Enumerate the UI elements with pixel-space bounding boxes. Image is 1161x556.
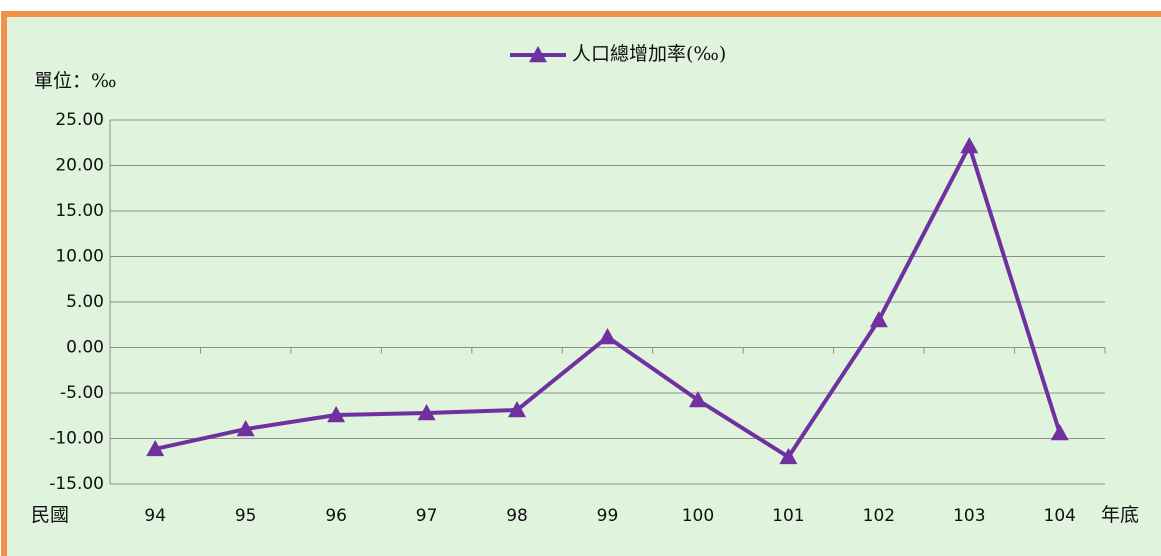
point-marker [598, 328, 617, 345]
y-tick-label: 20.00 [55, 156, 104, 176]
x-prefix: 民國 [31, 504, 69, 526]
x-tick-label: 104 [1044, 506, 1076, 526]
x-tick-label: 95 [235, 506, 257, 526]
y-tick-label: -5.00 [60, 383, 104, 403]
x-tick-label: 96 [325, 506, 347, 526]
point-marker [779, 447, 798, 465]
point-marker [508, 401, 527, 418]
unit-label: 單位：‰ [34, 70, 117, 92]
y-tick-label: -10.00 [49, 429, 104, 449]
point-marker [236, 420, 255, 437]
y-tick-label: 0.00 [66, 338, 104, 358]
y-tick-label: 10.00 [55, 247, 104, 267]
y-tick-label: 5.00 [66, 292, 104, 312]
point-marker [327, 406, 346, 423]
point-marker [417, 404, 436, 421]
x-tick-label: 102 [863, 506, 895, 526]
chart-frame [1, 11, 1161, 556]
x-tick-label: 100 [682, 506, 714, 526]
y-tick-label: 25.00 [55, 110, 104, 130]
y-tick-label: -15.00 [49, 474, 104, 494]
x-tick-label: 101 [772, 506, 804, 526]
x-tick-label: 99 [597, 506, 619, 526]
x-suffix: 年底 [1101, 504, 1139, 526]
y-tick-label: 15.00 [55, 201, 104, 221]
point-marker [869, 311, 888, 328]
point-marker [146, 439, 165, 457]
point-marker [688, 391, 707, 408]
point-marker [1050, 424, 1069, 441]
legend-label: 人口總增加率(‰) [572, 43, 726, 65]
legend-marker [529, 46, 547, 63]
x-tick-label: 97 [416, 506, 438, 526]
x-tick-label: 98 [506, 506, 528, 526]
x-tick-label: 103 [953, 506, 985, 526]
x-tick-label: 94 [144, 506, 166, 526]
point-marker [960, 137, 979, 154]
